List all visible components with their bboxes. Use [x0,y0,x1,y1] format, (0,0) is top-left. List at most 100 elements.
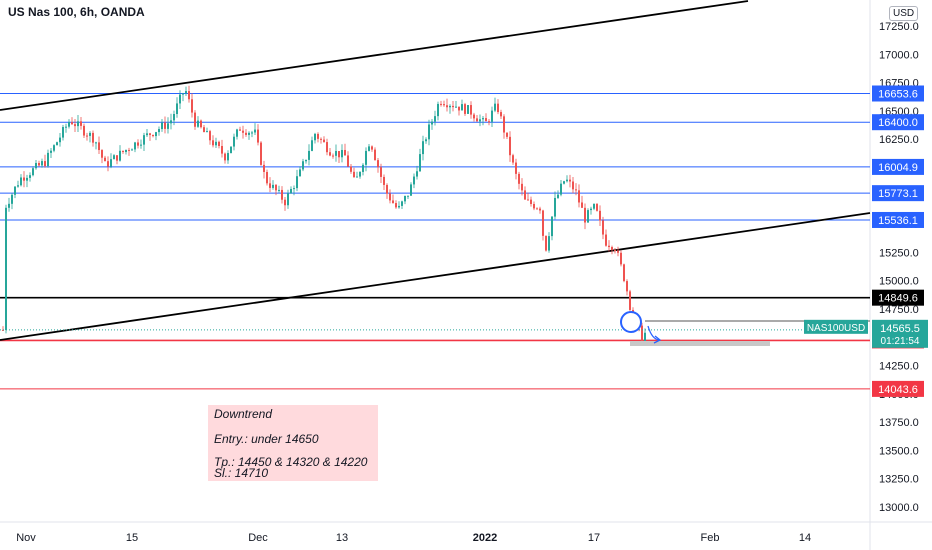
candle-body [464,104,466,114]
candle-body [509,136,511,156]
candle-body [341,149,343,158]
candle-body [443,104,445,106]
symbol-tag-bg [804,319,868,334]
candle-body [158,129,160,133]
candle-body [23,177,25,181]
candle-body [497,103,499,113]
y-tick-label: 13500.0 [879,445,919,457]
candle-body [80,121,82,126]
y-tick-label: 14750.0 [879,304,919,316]
candle-body [62,127,64,138]
candle-body [245,132,247,135]
candle-body [581,202,583,208]
candle-body [227,153,229,161]
y-tick-label: 15250.0 [879,247,919,259]
candle-body [503,116,505,133]
candle-body [329,152,331,156]
level-badge-text: 15773.1 [878,188,918,200]
upper-trendline [0,0,749,111]
candle-body [287,193,289,206]
level-badge: 16653.6 [872,85,924,102]
candle-body [74,124,76,127]
y-tick-label: 14250.0 [879,361,919,373]
candle-body [434,116,436,122]
candle-body [374,149,376,161]
candle-body [539,208,541,211]
candle-body [422,141,424,155]
candle-body [146,133,148,136]
level-badge-bg [872,185,924,202]
candle-body [578,190,580,203]
candle-body [596,203,598,211]
candle-body [89,132,91,136]
candle-body [17,185,19,187]
candle-body [458,106,460,111]
candle-body [536,208,538,210]
candle-body [575,189,577,191]
candle-body [593,203,595,209]
candle-body [347,155,349,167]
candle-body [416,171,418,177]
candle-body [170,120,172,124]
x-tick-label: 2022 [473,532,497,544]
candle-body [44,161,46,167]
candle-body [257,129,259,143]
candle-body [425,139,427,142]
level-badge-bg [872,85,924,102]
level-badge: 15773.1 [872,185,924,202]
candle-body [284,199,286,206]
candle-body [311,140,313,151]
candle-body [386,184,388,194]
candle-body [197,120,199,127]
candle-body [2,329,4,331]
candle-body [290,188,292,194]
candle-body [26,177,28,181]
candle-body [467,105,469,114]
candle-body [275,184,277,191]
candle-body [551,216,553,237]
candle-body [308,150,310,160]
candle-body [11,194,13,204]
symbol-tag: NAS100USD [807,323,865,334]
candle-body [95,142,97,144]
candle-body [221,145,223,154]
level-badge-text: 15536.1 [878,215,918,227]
candle-body [335,151,337,156]
candle-body [476,118,478,122]
candle-body [305,159,307,162]
candle-body [470,105,472,115]
candle-body [602,220,604,235]
candle-body [395,203,397,208]
candle-body [440,103,442,105]
candle-body [296,176,298,189]
note-tp: Tp.: 14450 & 14320 & 14220 [214,455,368,469]
candle-body [518,173,520,184]
candle-body [344,149,346,156]
trade-note: Downtrend Entry.: under 14650 Tp.: 14450… [208,405,378,481]
candle-body [506,132,508,137]
candle-body [299,169,301,177]
currency-button[interactable]: USD [889,6,919,21]
candle-body [473,114,475,119]
candle-body [65,126,67,128]
y-tick-label: 13250.0 [879,474,919,486]
candle-body [278,189,280,191]
candle-body [455,106,457,108]
candle-body [437,103,439,117]
candle-body [194,112,196,127]
target-zone [630,341,770,346]
candle-body [182,93,184,95]
current-price-badge-bg [872,319,928,348]
candle-body [383,176,385,185]
candle-body [107,161,109,167]
candle-body [482,118,484,120]
current-price-value: 14565.5 [880,323,920,335]
candle-body [314,133,316,141]
candle-body [59,137,61,143]
candle-body [401,201,403,206]
candle-body [161,122,163,130]
candle-body [515,162,517,174]
candle-body [188,91,190,100]
x-tick-label: Dec [248,532,268,544]
